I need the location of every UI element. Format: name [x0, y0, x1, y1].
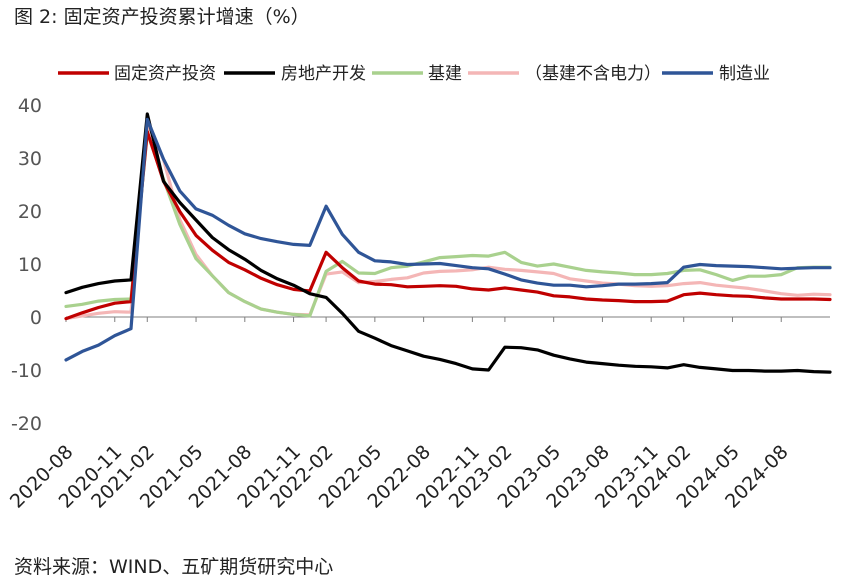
series-line-1	[64, 112, 832, 374]
y-tick-label: 30	[18, 148, 42, 170]
y-tick-label: -10	[11, 360, 42, 382]
legend-label: 房地产开发	[281, 64, 366, 84]
y-tick-label: 40	[18, 95, 42, 117]
series-line-2	[64, 131, 832, 318]
legend-label: 制造业	[719, 64, 770, 84]
series-line-0	[64, 129, 832, 321]
series-line-3	[64, 121, 832, 321]
legend-label: （基建不含电力）	[525, 64, 661, 84]
legend-label: 基建	[428, 64, 462, 84]
series-layer	[64, 112, 832, 374]
chart-title: 图 2: 固定资产投资累计增速（%）	[14, 6, 310, 28]
y-tick-label: -20	[11, 413, 42, 435]
y-tick-label: 0	[30, 307, 42, 329]
source-note: 资料来源：WIND、五矿期货研究中心	[14, 556, 334, 578]
axes: -20-100102030402020-082020-112021-022021…	[6, 95, 830, 513]
y-tick-label: 10	[18, 254, 42, 276]
y-tick-label: 20	[18, 201, 42, 223]
legend: 固定资产投资 房地产开发 基建 （基建不含电力） 制造业	[58, 64, 770, 84]
legend-label: 固定资产投资	[114, 64, 216, 84]
series-line-4	[64, 117, 832, 362]
